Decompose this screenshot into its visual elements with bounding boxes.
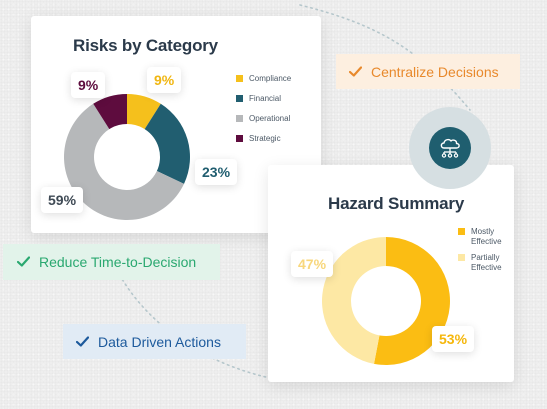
legend-item: Strategic	[236, 134, 291, 144]
legend-label: Mostly Effective	[471, 227, 502, 246]
legend-item: Mostly Effective	[458, 227, 515, 247]
donut-slice-partially-effective	[322, 237, 386, 364]
risks-legend: Compliance Financial Operational Strategic	[236, 74, 291, 154]
legend-swatch	[236, 135, 243, 142]
legend-label: Strategic	[249, 134, 281, 143]
data-driven-actions-pill: Data Driven Actions	[63, 324, 246, 359]
cloud-network-badge	[409, 107, 491, 189]
cloud-network-icon	[429, 127, 471, 169]
legend-item: Compliance	[236, 74, 291, 84]
hazard-card-title: Hazard Summary	[328, 194, 465, 213]
legend-swatch	[458, 228, 465, 235]
centralize-decisions-label: Centralize Decisions	[371, 63, 499, 80]
operational-pct-label: 59%	[41, 187, 84, 213]
legend-label: Operational	[249, 114, 291, 123]
donut-slice-mostly-effective	[374, 237, 450, 365]
centralize-decisions-pill: Centralize Decisions	[336, 54, 520, 89]
donut-slice-compliance	[127, 94, 161, 130]
check-icon	[348, 64, 363, 80]
check-icon	[16, 254, 31, 270]
financial-pct-label: 23%	[195, 159, 238, 185]
strategic-pct-label: 9%	[71, 72, 106, 98]
legend-item: Operational	[236, 114, 291, 124]
hazard-donut-chart	[322, 237, 450, 365]
legend-label: Partially Effective	[471, 253, 502, 272]
legend-swatch	[458, 254, 465, 261]
partially-effective-pct-label: 47%	[291, 251, 334, 277]
donut-slice-strategic	[93, 94, 127, 130]
legend-item: Financial	[236, 94, 291, 104]
risks-card-title: Risks by Category	[73, 36, 218, 55]
legend-label: Compliance	[249, 74, 292, 83]
data-driven-actions-label: Data Driven Actions	[98, 333, 221, 350]
reduce-time-to-decision-label: Reduce Time-to-Decision	[39, 254, 197, 270]
legend-label: Financial	[249, 94, 282, 103]
compliance-pct-label: 9%	[147, 67, 182, 93]
legend-swatch	[236, 115, 243, 122]
reduce-time-to-decision-pill: Reduce Time-to-Decision	[3, 244, 220, 280]
legend-swatch	[236, 95, 243, 102]
risks-donut-chart	[64, 94, 190, 220]
donut-slice-operational	[64, 103, 185, 220]
donut-slice-financial	[144, 103, 190, 184]
check-icon	[75, 334, 90, 350]
hazard-legend: Mostly Effective Partially Effective	[458, 227, 515, 279]
mostly-effective-pct-label: 53%	[432, 326, 475, 352]
legend-item: Partially Effective	[458, 253, 515, 273]
legend-swatch	[236, 75, 243, 82]
